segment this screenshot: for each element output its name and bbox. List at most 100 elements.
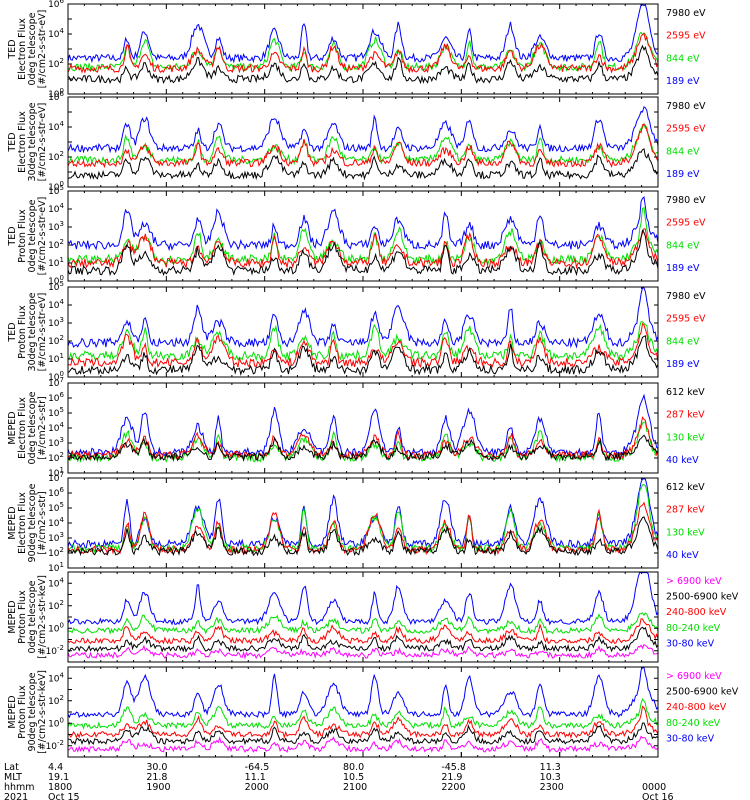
panel-5-series-black xyxy=(67,434,659,462)
y-axis-label: MEPEDProton Flux90deg telescope[#/cm2-s-… xyxy=(7,670,48,754)
panel-3-series-blue xyxy=(67,196,659,252)
y-axis-label: TEDElectron Flux0deg telescope[#/cm2-s-s… xyxy=(7,10,48,89)
legend-entry: 2595 eV xyxy=(666,31,706,42)
panel-2-series-red xyxy=(67,123,659,169)
y-tick-label: 104 xyxy=(48,120,64,133)
legend-entry: 7980 eV xyxy=(666,8,706,19)
legend-entry: 189 eV xyxy=(666,263,700,274)
panel-1-series-black xyxy=(67,44,659,85)
y-tick-label: 105 xyxy=(48,184,64,197)
panel-5-series-blue xyxy=(67,393,659,458)
y-tick-label: 102 xyxy=(48,451,64,464)
x-tick-hhmm: 0000 xyxy=(642,782,666,793)
panel-frame xyxy=(67,3,659,95)
legend-entry: > 6900 keV xyxy=(666,576,722,587)
y-tick-label: 101 xyxy=(48,352,64,365)
y-tick-label: 107 xyxy=(48,471,64,484)
panel-7-series-magenta xyxy=(67,643,659,660)
legend-entry: 189 eV xyxy=(666,359,700,370)
legend-entry: 7980 eV xyxy=(666,101,706,112)
legend-entry: 189 eV xyxy=(666,169,700,180)
y-axis-label: MEPEDElectron Flux0deg telescope[#/cm2-s… xyxy=(7,391,48,464)
panel-3-series-black xyxy=(67,229,659,277)
y-axis-label: TEDProton Flux30deg telescope[#/cm2-s-st… xyxy=(7,292,48,371)
panel-8-series-black xyxy=(67,722,659,746)
y-tick-label: 100 xyxy=(48,716,64,729)
panel-7-series-red xyxy=(67,618,659,645)
panel-8-series-magenta xyxy=(67,735,659,754)
y-tick-label: 106 xyxy=(48,0,64,10)
panel-6-series-black xyxy=(67,516,659,557)
y-tick-label: 105 xyxy=(48,280,64,293)
x-tick-lat: 80.0 xyxy=(343,762,364,773)
y-tick-label: 10-2 xyxy=(46,739,64,752)
legend-entry: > 6900 keV xyxy=(666,671,722,682)
x-tick-mlt: 21.9 xyxy=(441,772,462,783)
y-axis-label: TEDProton Flux0deg telescope[#/cm2-s-str… xyxy=(7,197,48,276)
legend-entry: 30-80 keV xyxy=(666,638,715,649)
row-label: MLT xyxy=(4,772,22,783)
panel-7-series-black xyxy=(67,626,659,653)
y-tick-label: 103 xyxy=(48,531,64,544)
panel-8-series-green xyxy=(67,698,659,730)
y-tick-label: 102 xyxy=(48,546,64,559)
legend-entry: 844 eV xyxy=(666,146,700,157)
legend-entry: 240-800 keV xyxy=(666,702,727,713)
y-tick-label: 103 xyxy=(48,220,64,233)
y-tick-label: 100 xyxy=(48,621,64,634)
panel-1-series-red xyxy=(67,32,659,74)
row-label: Lat xyxy=(4,762,19,773)
y-tick-label: 102 xyxy=(48,57,64,70)
y-tick-label: 100 xyxy=(48,370,64,383)
x-tick-hhmm: 1800 xyxy=(48,782,72,793)
panel-2-series-blue xyxy=(67,106,659,154)
x-tick-lat: 4.4 xyxy=(48,762,63,773)
y-tick-label: 104 xyxy=(48,576,64,589)
legend-entry: 189 eV xyxy=(666,76,700,87)
panel-4-series-black xyxy=(67,335,659,377)
y-tick-label: 105 xyxy=(48,406,64,419)
y-tick-label: 102 xyxy=(48,334,64,347)
x-tick-date: Oct 16 xyxy=(642,792,674,800)
y-tick-label: 102 xyxy=(48,599,64,612)
y-tick-label: 104 xyxy=(48,671,64,684)
x-tick-hhmm: 2300 xyxy=(540,782,564,793)
y-tick-label: 101 xyxy=(48,466,64,479)
legend-entry: 7980 eV xyxy=(666,195,706,206)
y-tick-label: 104 xyxy=(48,202,64,215)
y-tick-label: 100 xyxy=(48,274,64,287)
panel-3-series-red xyxy=(67,228,659,270)
y-tick-label: 104 xyxy=(48,421,64,434)
y-tick-label: 101 xyxy=(48,256,64,269)
x-tick-mlt: 10.3 xyxy=(540,772,561,783)
legend-entry: 612 keV xyxy=(666,482,705,493)
legend-entry: 2500-6900 keV xyxy=(666,687,739,698)
panel-4-series-green xyxy=(67,321,659,362)
row-label: hhmm xyxy=(4,782,35,793)
y-tick-label: 104 xyxy=(48,27,64,40)
panel-frame xyxy=(67,477,659,569)
panel-4-series-blue xyxy=(67,287,659,349)
panel-3-series-green xyxy=(67,206,659,266)
legend-entry: 130 keV xyxy=(666,432,705,443)
y-tick-label: 106 xyxy=(48,486,64,499)
y-tick-label: 100 xyxy=(48,180,64,193)
legend-entry: 240-800 keV xyxy=(666,607,727,618)
legend-entry: 2595 eV xyxy=(666,218,706,229)
legend-entry: 130 keV xyxy=(666,527,705,538)
y-tick-label: 102 xyxy=(48,150,64,163)
legend-entry: 287 keV xyxy=(666,410,705,421)
legend-entry: 40 keV xyxy=(666,455,699,466)
legend-entry: 844 eV xyxy=(666,53,700,64)
x-tick-mlt: 10.5 xyxy=(343,772,364,783)
y-tick-label: 103 xyxy=(48,436,64,449)
x-tick-lat: 11.3 xyxy=(540,762,561,773)
